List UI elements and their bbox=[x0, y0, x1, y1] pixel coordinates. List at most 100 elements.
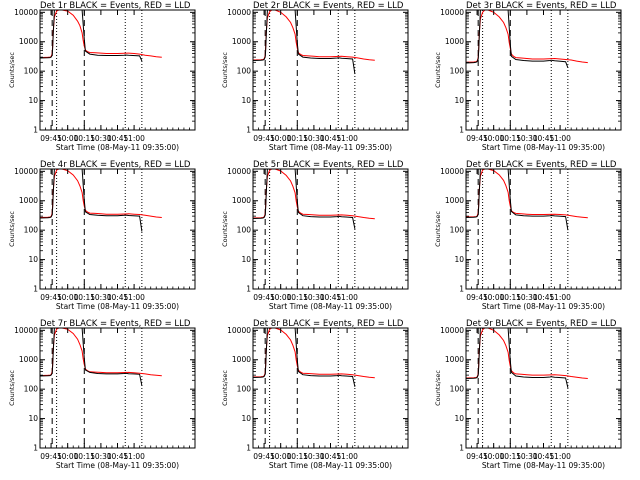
x-axis-label: Start Time (08-May-11 09:35:00) bbox=[482, 143, 605, 152]
x-tick-label: 10:00 bbox=[270, 452, 292, 461]
x-tick-label: 10:00 bbox=[270, 293, 292, 302]
x-tick-label: 10:30 bbox=[516, 134, 538, 143]
y-axis-label: Counts/sec bbox=[434, 52, 442, 88]
x-axis-label: Start Time (08-May-11 09:35:00) bbox=[56, 302, 179, 311]
x-tick-label: 10:30 bbox=[303, 452, 325, 461]
x-axis-label: Start Time (08-May-11 09:35:00) bbox=[482, 461, 605, 470]
y-axis-label: Counts/sec bbox=[8, 211, 16, 247]
x-tick-label: 10:30 bbox=[90, 134, 112, 143]
events-series-line bbox=[465, 327, 569, 389]
y-tick-label: 1 bbox=[459, 126, 464, 135]
panel-title: Det 9r BLACK = Events, RED = LLD bbox=[466, 319, 617, 329]
x-tick-label: 09:45 bbox=[253, 293, 275, 302]
y-tick-label: 10000 bbox=[440, 326, 464, 335]
y-axis-label: Counts/sec bbox=[434, 370, 442, 406]
panel-9: Det 9r BLACK = Events, RED = LLD 1 10 100 10… bbox=[434, 319, 622, 470]
y-tick-label: 10000 bbox=[227, 167, 251, 176]
x-tick-label: 10:15 bbox=[499, 134, 521, 143]
x-tick-label: 10:45 bbox=[107, 452, 129, 461]
x-tick-label: 10:45 bbox=[533, 452, 555, 461]
panel-3: Det 3r BLACK = Events, RED = LLD 1 10 100 10… bbox=[434, 1, 622, 152]
y-tick-label: 1000 bbox=[19, 37, 38, 46]
x-tick-label: 10:00 bbox=[57, 293, 79, 302]
x-tick-label: 09:45 bbox=[40, 293, 62, 302]
y-tick-label: 1000 bbox=[445, 355, 464, 364]
x-tick-label: 10:45 bbox=[320, 293, 342, 302]
panel-title: Det 1r BLACK = Events, RED = LLD bbox=[40, 1, 191, 11]
x-axis-label: Start Time (08-May-11 09:35:00) bbox=[56, 143, 179, 152]
x-tick-label: 11:00 bbox=[123, 452, 145, 461]
x-tick-label: 10:00 bbox=[483, 293, 505, 302]
y-tick-label: 1 bbox=[246, 285, 251, 294]
x-tick-label: 09:45 bbox=[466, 293, 488, 302]
x-tick-label: 11:00 bbox=[549, 134, 571, 143]
y-tick-label: 10 bbox=[28, 414, 38, 423]
panel-title: Det 7r BLACK = Events, RED = LLD bbox=[40, 319, 191, 329]
x-tick-label: 09:45 bbox=[466, 134, 488, 143]
panel-7: Det 7r BLACK = Events, RED = LLD 1 10 100 10… bbox=[8, 319, 196, 470]
events-series-line bbox=[252, 327, 356, 387]
y-tick-label: 100 bbox=[237, 67, 252, 76]
y-axis-label: Counts/sec bbox=[8, 370, 16, 406]
y-tick-label: 100 bbox=[237, 385, 252, 394]
y-tick-label: 1 bbox=[33, 285, 38, 294]
y-axis-label: Counts/sec bbox=[434, 211, 442, 247]
y-tick-label: 1000 bbox=[19, 196, 38, 205]
y-tick-label: 100 bbox=[24, 67, 39, 76]
x-tick-label: 10:30 bbox=[303, 134, 325, 143]
x-tick-label: 10:30 bbox=[516, 452, 538, 461]
x-tick-label: 10:45 bbox=[107, 134, 129, 143]
x-tick-label: 10:00 bbox=[270, 134, 292, 143]
y-tick-label: 100 bbox=[450, 226, 465, 235]
y-tick-label: 100 bbox=[24, 226, 39, 235]
y-tick-label: 1000 bbox=[232, 196, 251, 205]
x-tick-label: 10:00 bbox=[483, 134, 505, 143]
x-tick-label: 10:45 bbox=[320, 134, 342, 143]
x-tick-label: 11:00 bbox=[123, 293, 145, 302]
y-tick-label: 10000 bbox=[14, 8, 38, 17]
y-tick-label: 10000 bbox=[440, 8, 464, 17]
x-tick-label: 10:30 bbox=[90, 452, 112, 461]
x-axis-label: Start Time (08-May-11 09:35:00) bbox=[482, 302, 605, 311]
x-tick-label: 09:45 bbox=[40, 134, 62, 143]
panel-title: Det 3r BLACK = Events, RED = LLD bbox=[466, 1, 617, 11]
panel-5: Det 5r BLACK = Events, RED = LLD 1 10 100 10… bbox=[221, 160, 409, 311]
x-tick-label: 10:45 bbox=[533, 134, 555, 143]
x-tick-label: 10:45 bbox=[320, 452, 342, 461]
x-tick-label: 10:30 bbox=[516, 293, 538, 302]
x-tick-label: 11:00 bbox=[336, 293, 358, 302]
x-tick-label: 09:45 bbox=[253, 452, 275, 461]
panel-title: Det 4r BLACK = Events, RED = LLD bbox=[40, 160, 191, 170]
y-tick-label: 1 bbox=[246, 444, 251, 453]
x-tick-label: 10:15 bbox=[73, 134, 95, 143]
x-axis-label: Start Time (08-May-11 09:35:00) bbox=[56, 461, 179, 470]
y-tick-label: 10 bbox=[241, 96, 251, 105]
events-series-line bbox=[252, 168, 356, 229]
y-tick-label: 1000 bbox=[445, 37, 464, 46]
x-tick-label: 10:15 bbox=[286, 452, 308, 461]
y-tick-label: 10000 bbox=[14, 167, 38, 176]
y-tick-label: 10000 bbox=[14, 326, 38, 335]
x-tick-label: 10:15 bbox=[499, 452, 521, 461]
y-tick-label: 10000 bbox=[440, 167, 464, 176]
y-tick-label: 1000 bbox=[232, 355, 251, 364]
y-tick-label: 100 bbox=[450, 67, 465, 76]
y-tick-label: 1 bbox=[246, 126, 251, 135]
y-axis-label: Counts/sec bbox=[221, 211, 229, 247]
panel-title: Det 6r BLACK = Events, RED = LLD bbox=[466, 160, 617, 170]
x-tick-label: 10:15 bbox=[73, 293, 95, 302]
x-axis-label: Start Time (08-May-11 09:35:00) bbox=[269, 143, 392, 152]
events-series-line bbox=[252, 9, 356, 75]
y-tick-label: 1 bbox=[459, 444, 464, 453]
x-tick-label: 10:00 bbox=[57, 134, 79, 143]
x-tick-label: 10:15 bbox=[286, 293, 308, 302]
panel-2: Det 2r BLACK = Events, RED = LLD 1 10 100 10… bbox=[221, 1, 409, 152]
y-tick-label: 1000 bbox=[445, 196, 464, 205]
events-series-line bbox=[39, 327, 143, 386]
x-tick-label: 10:15 bbox=[73, 452, 95, 461]
x-tick-label: 10:45 bbox=[533, 293, 555, 302]
panel-title: Det 8r BLACK = Events, RED = LLD bbox=[253, 319, 404, 329]
events-series-line bbox=[39, 168, 143, 232]
panel-8: Det 8r BLACK = Events, RED = LLD 1 10 100 10… bbox=[221, 319, 409, 470]
x-tick-label: 11:00 bbox=[549, 452, 571, 461]
